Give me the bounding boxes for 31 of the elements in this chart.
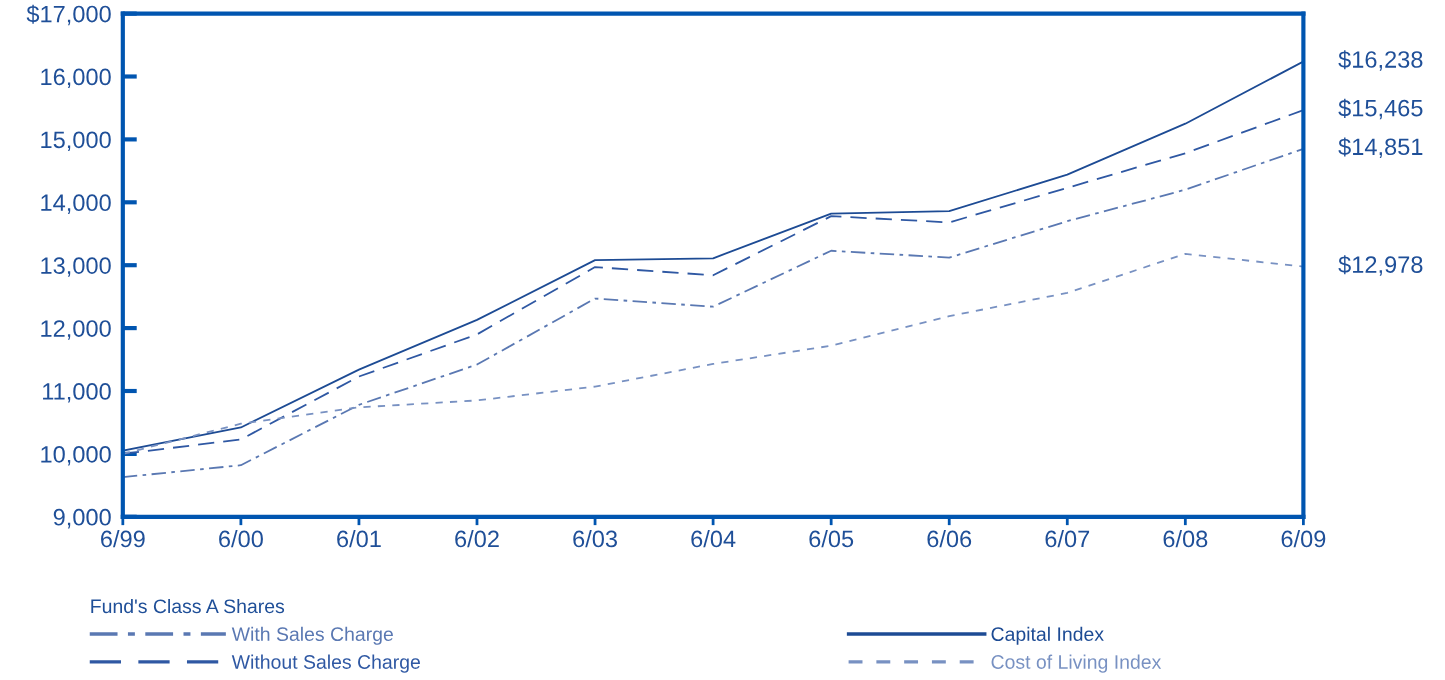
annotation: $12,978 (1338, 255, 1423, 276)
y-tick-label: $17,000 (26, 4, 111, 26)
y-tick-label: 10,000 (41, 445, 111, 466)
y-tick-label: 14,000 (41, 194, 111, 214)
x-tick-label: 6/06 (927, 529, 972, 548)
x-tick-label: 6/04 (691, 529, 736, 548)
line-series (122, 252, 1304, 455)
x-tick-label: 6/05 (809, 529, 854, 548)
text: With Sales Charge (231, 626, 393, 645)
x-tick-label: 6/03 (573, 529, 617, 548)
text: Capital Index (991, 626, 1104, 645)
annotation: $15,465 (1338, 98, 1423, 120)
y-tick-label: 16,000 (41, 68, 111, 89)
annotation: $14,851 (1338, 137, 1423, 158)
annotation: $16,238 (1338, 50, 1423, 71)
x-tick-label: 6/02 (455, 529, 499, 548)
legend-title: Fund's Class A Shares (91, 598, 285, 614)
y-tick-label: 9,000 (53, 508, 111, 529)
y-tick-label: 11,000 (43, 383, 111, 403)
x-tick-label: 6/01 (337, 529, 381, 548)
line-series (122, 147, 1304, 479)
x-tick-label: 6/00 (219, 529, 263, 548)
text: Without Sales Charge (231, 654, 420, 673)
y-tick-label: 15,000 (41, 131, 111, 151)
x-tick-label: 6/09 (1281, 529, 1326, 548)
x-tick-label: 6/99 (101, 529, 145, 548)
y-tick-label: 13,000 (41, 257, 111, 277)
text: Cost of Living Index (991, 654, 1162, 673)
y-tick-label: 12,000 (41, 320, 111, 340)
x-tick-label: 6/07 (1045, 529, 1090, 548)
x-tick-label: 6/08 (1163, 529, 1208, 548)
